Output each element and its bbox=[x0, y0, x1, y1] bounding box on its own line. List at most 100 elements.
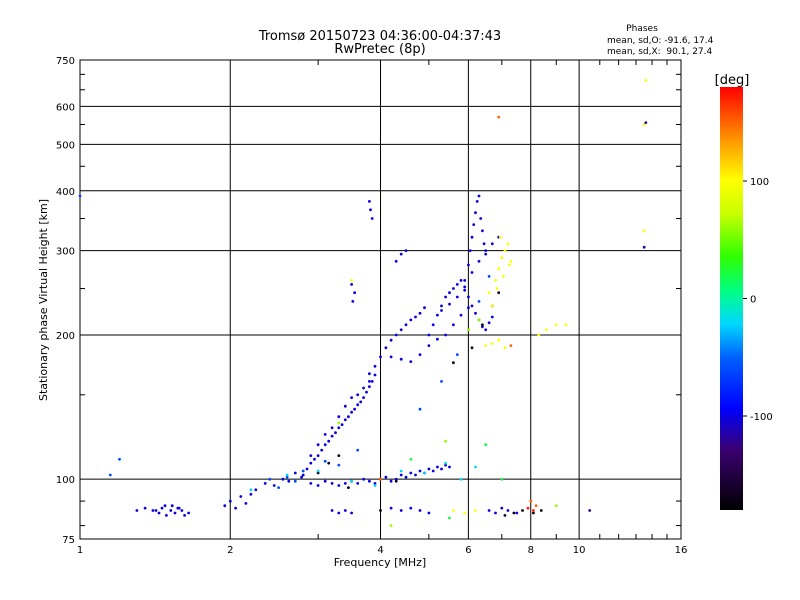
data-point bbox=[484, 443, 488, 447]
data-point bbox=[484, 252, 488, 256]
data-point bbox=[350, 511, 353, 515]
data-point bbox=[327, 439, 331, 443]
data-point bbox=[500, 477, 504, 481]
y-tick-label: 750 bbox=[56, 56, 75, 67]
data-point bbox=[373, 484, 377, 487]
data-point bbox=[409, 318, 413, 322]
data-point bbox=[368, 372, 371, 376]
data-point bbox=[431, 323, 435, 327]
data-point bbox=[337, 454, 341, 457]
data-point bbox=[389, 506, 393, 510]
data-point bbox=[404, 249, 408, 253]
data-point bbox=[160, 506, 164, 510]
data-point bbox=[497, 267, 501, 271]
data-point bbox=[444, 333, 447, 337]
y-tick-label: 400 bbox=[56, 187, 75, 198]
data-point bbox=[323, 459, 327, 463]
data-point bbox=[554, 504, 558, 508]
x-tick-label: 8 bbox=[528, 545, 534, 556]
data-point bbox=[337, 421, 341, 425]
data-point bbox=[508, 263, 511, 267]
data-point bbox=[359, 400, 363, 404]
data-point bbox=[337, 484, 341, 487]
data-point bbox=[404, 475, 408, 479]
data-point bbox=[452, 287, 455, 290]
data-point bbox=[497, 291, 501, 295]
data-point bbox=[356, 403, 360, 407]
data-point bbox=[373, 373, 377, 377]
data-point bbox=[564, 323, 568, 327]
data-points bbox=[78, 79, 648, 527]
chart-subtitle: RwPretec (8p) bbox=[334, 42, 425, 57]
x-tick-label: 10 bbox=[573, 545, 586, 556]
data-point bbox=[409, 506, 413, 510]
data-point bbox=[234, 506, 238, 510]
data-point bbox=[285, 475, 289, 479]
data-point bbox=[350, 283, 353, 286]
data-point bbox=[418, 509, 422, 512]
data-point bbox=[223, 504, 227, 508]
data-point bbox=[414, 473, 417, 477]
data-point bbox=[539, 509, 543, 512]
data-point bbox=[135, 509, 139, 512]
data-point bbox=[399, 252, 403, 256]
data-point bbox=[418, 311, 422, 315]
data-point bbox=[452, 509, 455, 512]
data-point bbox=[448, 302, 451, 306]
data-point bbox=[368, 200, 371, 203]
data-point bbox=[399, 328, 403, 332]
data-point bbox=[534, 504, 538, 508]
data-point bbox=[78, 194, 82, 198]
colorbar-tick-label: 100 bbox=[750, 177, 769, 188]
data-point bbox=[512, 511, 516, 515]
data-point bbox=[108, 473, 112, 477]
data-point bbox=[409, 360, 413, 363]
data-point bbox=[444, 439, 447, 443]
data-point bbox=[484, 249, 488, 253]
stats-line-o: mean, sd,O: -91.6, 17.4 bbox=[607, 36, 714, 46]
data-point bbox=[470, 235, 474, 239]
data-point bbox=[468, 249, 472, 253]
data-point bbox=[244, 502, 248, 505]
data-point bbox=[301, 473, 305, 477]
data-point bbox=[444, 463, 447, 467]
data-point bbox=[309, 482, 313, 485]
data-point bbox=[436, 313, 439, 317]
y-tick-label: 600 bbox=[56, 102, 75, 113]
colorbar-label: [deg] bbox=[715, 73, 750, 88]
y-tick-label: 75 bbox=[62, 535, 75, 546]
data-point bbox=[373, 482, 377, 485]
data-point bbox=[477, 300, 481, 303]
data-point bbox=[588, 509, 592, 512]
data-point bbox=[444, 461, 447, 465]
data-point bbox=[414, 315, 417, 319]
data-point bbox=[490, 242, 494, 246]
y-tick-label: 200 bbox=[56, 331, 75, 342]
data-point bbox=[477, 318, 481, 322]
data-point bbox=[316, 484, 320, 487]
data-point bbox=[440, 309, 443, 312]
data-point bbox=[495, 287, 499, 290]
colorbar bbox=[720, 87, 743, 510]
data-point bbox=[444, 295, 447, 299]
data-point bbox=[249, 488, 253, 492]
data-point bbox=[470, 346, 474, 350]
data-point bbox=[293, 479, 297, 483]
colorbar-tick-label: -100 bbox=[750, 412, 773, 423]
data-point bbox=[334, 431, 337, 435]
data-point bbox=[431, 469, 435, 473]
data-point bbox=[490, 304, 494, 308]
data-point bbox=[501, 275, 505, 278]
data-point bbox=[309, 461, 313, 465]
data-point bbox=[316, 469, 320, 473]
data-point bbox=[467, 295, 470, 299]
data-point bbox=[529, 499, 533, 503]
data-point bbox=[477, 194, 481, 198]
data-point bbox=[409, 457, 413, 461]
data-point bbox=[494, 511, 497, 515]
data-point bbox=[165, 514, 168, 517]
data-point bbox=[389, 355, 393, 359]
data-point bbox=[350, 410, 353, 414]
data-point bbox=[427, 333, 431, 337]
grid bbox=[80, 60, 681, 539]
